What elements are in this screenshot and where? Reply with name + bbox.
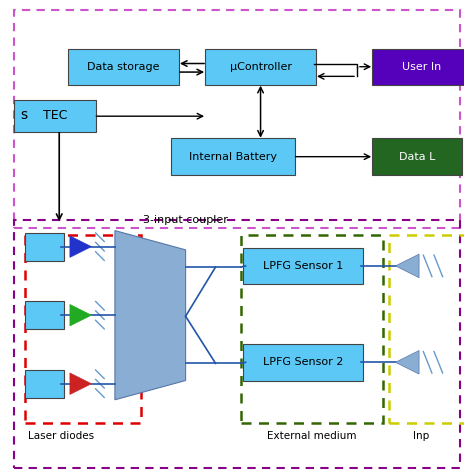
Text: User In: User In [401,62,441,72]
Polygon shape [395,254,419,278]
FancyBboxPatch shape [244,344,364,381]
FancyBboxPatch shape [171,138,295,175]
FancyBboxPatch shape [372,138,462,175]
Text: LPFG Sensor 1: LPFG Sensor 1 [263,261,344,271]
Text: Internal Battery: Internal Battery [189,152,277,162]
Polygon shape [70,236,91,257]
Bar [14,10,460,228]
Text: Laser diodes: Laser diodes [28,431,94,441]
Bar [25,235,141,423]
Text: Inp: Inp [413,431,429,441]
Polygon shape [70,373,91,394]
Bar [389,235,474,423]
Text: 3-input coupler: 3-input coupler [143,215,228,225]
Polygon shape [395,350,419,374]
Text: Data storage: Data storage [87,62,160,72]
Polygon shape [115,230,186,400]
FancyBboxPatch shape [25,301,64,329]
Polygon shape [70,304,91,326]
Bar [14,220,460,468]
Text: Data L: Data L [399,152,435,162]
Bar [241,235,383,423]
FancyBboxPatch shape [25,370,64,398]
FancyBboxPatch shape [14,100,96,132]
Text: μController: μController [229,62,292,72]
FancyBboxPatch shape [205,48,316,85]
FancyBboxPatch shape [25,233,64,261]
Text: TEC: TEC [43,109,67,122]
FancyBboxPatch shape [68,48,179,85]
Text: LPFG Sensor 2: LPFG Sensor 2 [263,357,344,367]
Text: s: s [21,108,28,122]
FancyBboxPatch shape [372,48,471,85]
FancyBboxPatch shape [244,248,364,284]
Text: External medium: External medium [267,431,357,441]
